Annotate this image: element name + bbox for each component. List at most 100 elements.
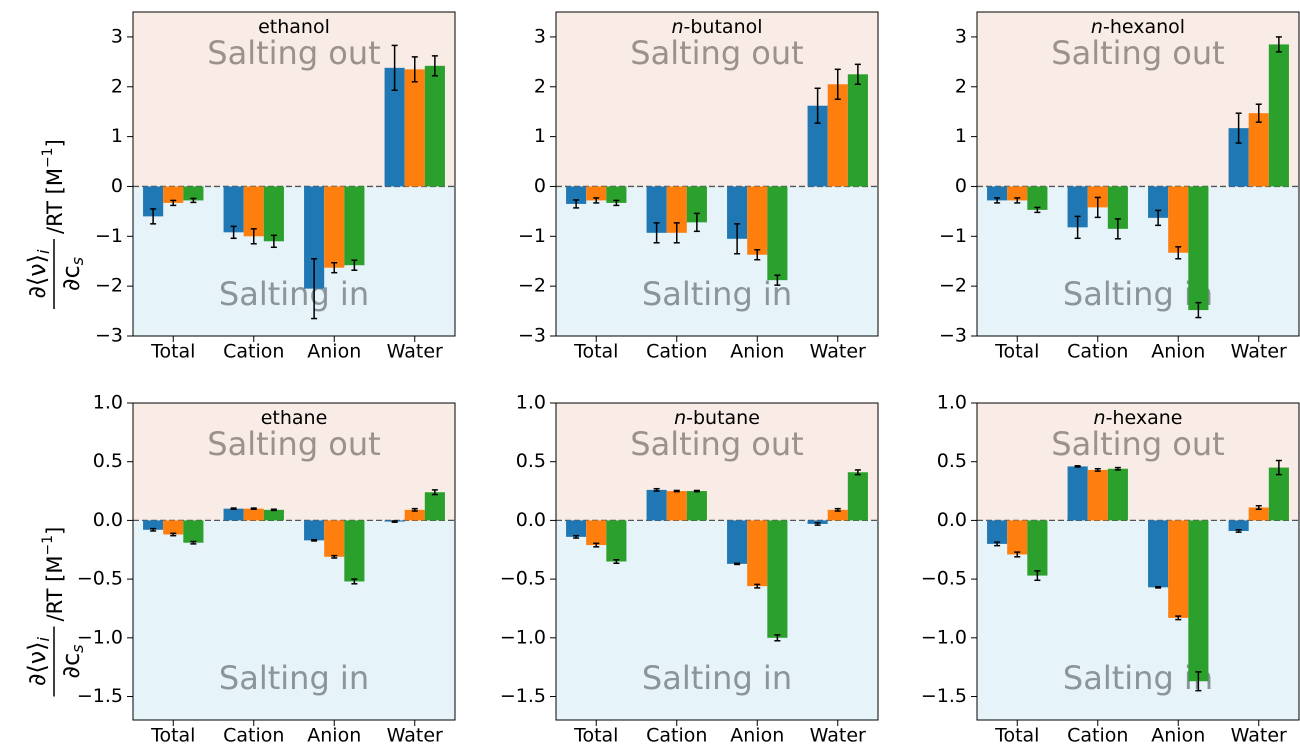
- bar: [666, 186, 687, 233]
- ylabel-part: ]: [43, 139, 67, 147]
- error-bar: [1235, 112, 1242, 144]
- x-tick-label: Anion: [1151, 341, 1205, 363]
- y-tick-label: 0.0: [937, 509, 967, 531]
- x-tick-label: Total: [994, 725, 1039, 747]
- error-bar: [854, 469, 861, 476]
- y-tick-label: 0.0: [516, 509, 546, 531]
- error-bar: [593, 542, 600, 548]
- axes-frame: [555, 11, 879, 337]
- subplot-title: n-butanol: [671, 16, 762, 38]
- title-text: ethanol: [258, 16, 330, 38]
- y-tick-label: −0.5: [500, 568, 546, 590]
- bar: [1188, 186, 1209, 311]
- error-bar: [1275, 36, 1282, 53]
- y-tick-label: −1: [518, 225, 546, 247]
- error-bar: [573, 199, 580, 209]
- title-text: -hexanol: [1103, 16, 1185, 38]
- bar: [1248, 113, 1269, 187]
- error-bar: [1195, 301, 1202, 319]
- error-bar: [391, 44, 398, 92]
- bar: [767, 186, 788, 281]
- error-bar: [1175, 246, 1182, 260]
- error-bar: [351, 259, 358, 271]
- error-bar: [250, 507, 257, 511]
- ylabel-part: /RT [M: [43, 168, 67, 234]
- bar: [747, 520, 768, 587]
- y-tick-label: 1.0: [516, 392, 546, 414]
- annotation: Salting in: [1063, 659, 1213, 697]
- ylabel-rest: /RT [M−1]: [40, 527, 67, 622]
- annotation: Salting out: [207, 34, 380, 72]
- x-tick-label: Total: [150, 341, 195, 363]
- error-bar: [734, 223, 741, 255]
- bar: [566, 186, 587, 204]
- error-bar: [1094, 196, 1101, 219]
- x-tick-label: Cation: [1067, 725, 1128, 747]
- error-bar: [774, 634, 781, 642]
- y-tick-label: −1.0: [77, 626, 123, 648]
- error-bar: [1175, 615, 1182, 621]
- bar: [666, 491, 687, 521]
- y-tick-label: 1: [534, 125, 546, 147]
- salting-out-region: [133, 403, 455, 521]
- error-bar: [754, 249, 761, 261]
- annotation: Salting out: [1051, 425, 1224, 463]
- salting-in-region: [133, 520, 455, 720]
- bar: [747, 186, 768, 255]
- error-bar: [1094, 467, 1101, 472]
- subplot-title: n-hexane: [1094, 407, 1183, 429]
- x-tick-label: Cation: [1067, 341, 1128, 363]
- x-tick-label: Water: [1231, 341, 1287, 363]
- bar: [384, 67, 405, 187]
- ylabel-part: /RT [M: [43, 556, 67, 622]
- bar: [586, 186, 607, 201]
- ylabel-part: ∂c: [57, 653, 85, 679]
- error-bar: [431, 55, 438, 77]
- error-bar: [311, 257, 318, 320]
- y-tick-label: 3: [534, 25, 546, 47]
- bar: [404, 509, 425, 521]
- error-bar: [170, 532, 177, 537]
- error-bar: [673, 489, 680, 493]
- ylabel-part: ]: [43, 527, 67, 535]
- ylabel-numerator: ∂⟨ν⟩i: [23, 636, 53, 686]
- bar: [344, 186, 365, 266]
- bar: [1228, 520, 1249, 531]
- y-tick-label: −1.5: [921, 685, 967, 707]
- error-bar: [391, 520, 398, 523]
- bar: [727, 186, 748, 239]
- error-bar: [1155, 585, 1162, 589]
- y-tick-label: 1.0: [937, 392, 967, 414]
- error-bar: [994, 197, 1001, 204]
- error-bar: [693, 489, 700, 493]
- bar: [1107, 468, 1128, 521]
- error-bar: [593, 197, 600, 204]
- error-bar: [411, 56, 418, 83]
- error-bar: [1275, 459, 1282, 476]
- salting-in-region: [977, 186, 1299, 336]
- y-tick-label: 0.0: [93, 509, 123, 531]
- error-bar: [834, 507, 841, 512]
- bar: [686, 491, 707, 521]
- x-tick-label: Cation: [223, 341, 284, 363]
- bar: [424, 65, 445, 187]
- error-bar: [1014, 197, 1021, 204]
- y-tick-label: 0: [111, 175, 123, 197]
- ylabel-part: −1: [40, 535, 56, 556]
- ylabel-part: i: [34, 249, 53, 254]
- y-tick-label: 2: [955, 75, 967, 97]
- error-bar: [1034, 570, 1041, 582]
- bar: [686, 186, 707, 223]
- bar: [263, 509, 284, 521]
- y-tick-label: −0.5: [921, 568, 967, 590]
- x-tick-label: Anion: [730, 725, 784, 747]
- x-tick-label: Anion: [307, 341, 361, 363]
- title-text: -butane: [686, 407, 760, 429]
- x-tick-label: Anion: [730, 341, 784, 363]
- error-bar: [814, 522, 821, 526]
- y-tick-label: 2: [111, 75, 123, 97]
- error-bar: [613, 199, 620, 207]
- bar: [606, 186, 627, 203]
- bar: [1168, 520, 1189, 618]
